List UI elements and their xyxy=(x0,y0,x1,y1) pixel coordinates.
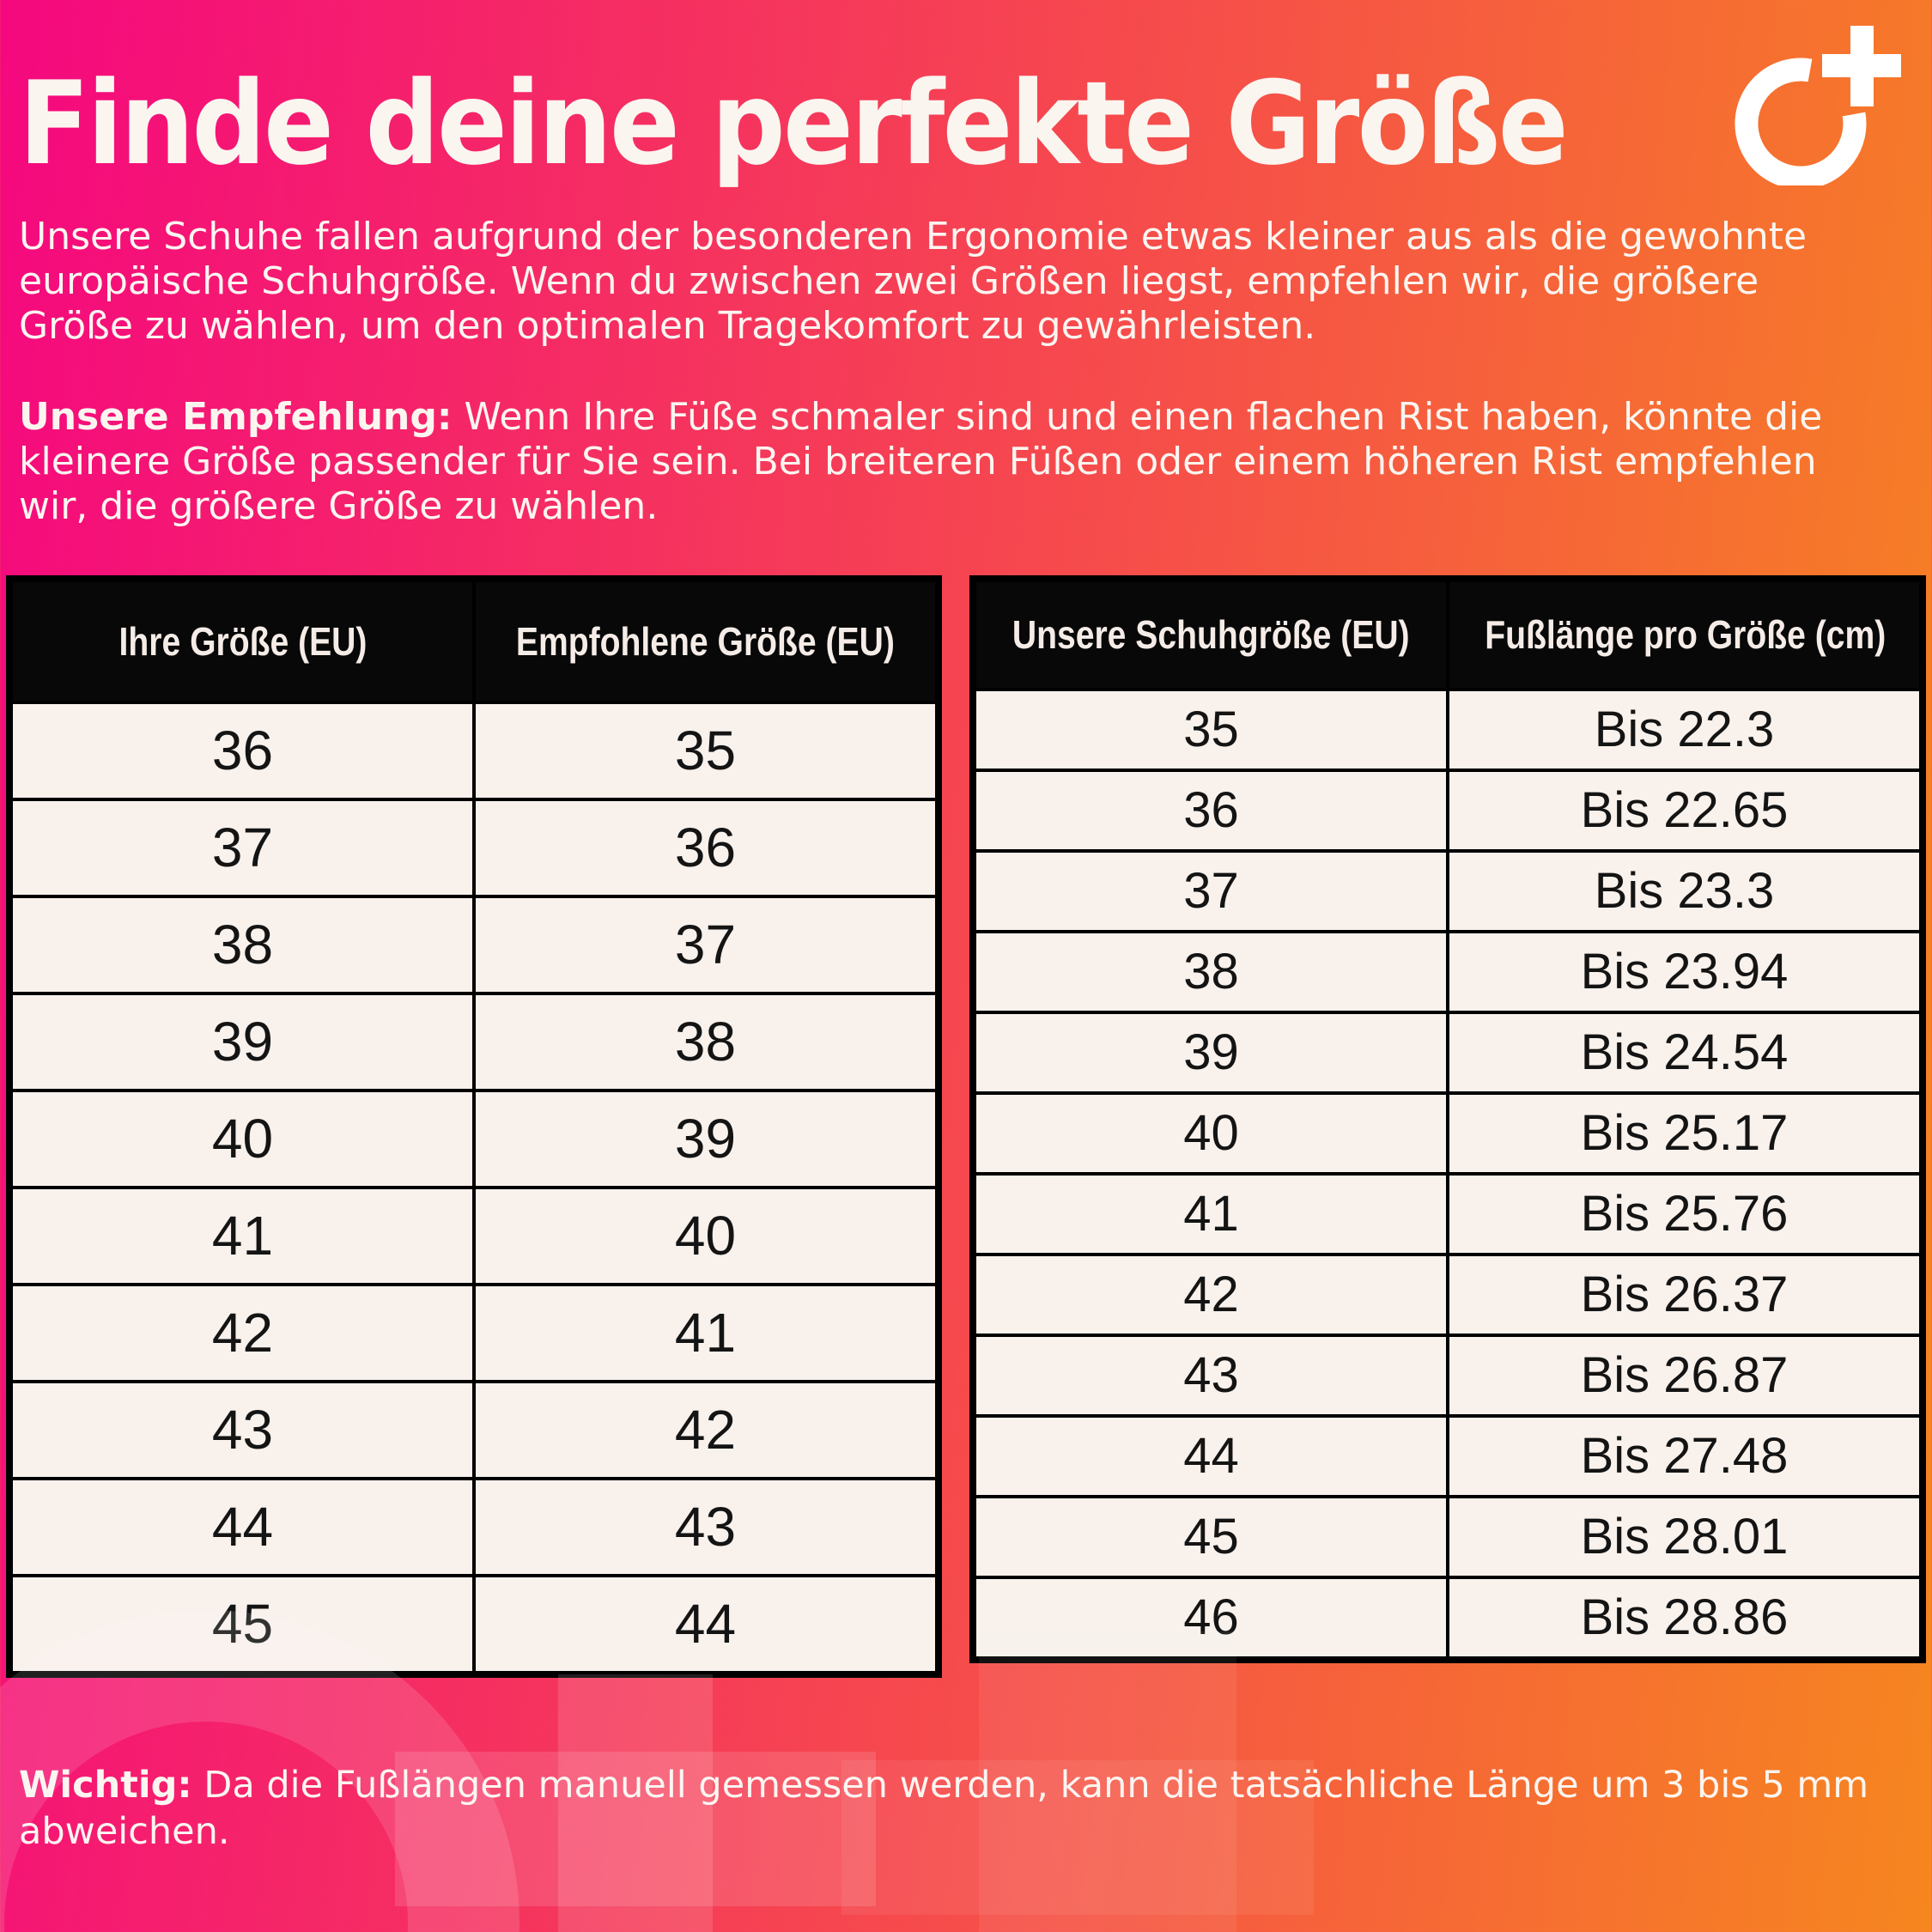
table-cell: Bis 26.37 xyxy=(1446,1253,1924,1337)
brand-logo-icon xyxy=(1735,26,1901,185)
recommendation-paragraph: Unsere Empfehlung: Wenn Ihre Füße schmal… xyxy=(19,395,1856,529)
table-cell: 39 xyxy=(971,1011,1449,1095)
column-header: Ihre Größe (EU) xyxy=(8,577,476,704)
table-row: 37 36 xyxy=(8,798,940,898)
column-header-label: Ihre Größe (EU) xyxy=(118,619,367,664)
table-cell: Bis 28.01 xyxy=(1446,1495,1924,1579)
table-cell: 36 xyxy=(8,701,476,801)
intro-paragraph: Unsere Schuhe fallen aufgrund der besond… xyxy=(19,215,1807,348)
header-row: Ihre Größe (EU) Empfohlene Größe (EU) xyxy=(8,577,940,704)
table-cell: 37 xyxy=(8,798,476,898)
table-cell: 37 xyxy=(472,895,940,995)
table-cell: 40 xyxy=(472,1186,940,1286)
foot-length-table: Unsere Schuhgröße (EU) Fußlänge pro Größe… xyxy=(969,575,1926,1663)
table-row: 45 Bis 28.01 xyxy=(971,1495,1924,1579)
size-tables: Ihre Größe (EU) Empfohlene Größe (EU) 36 3… xyxy=(6,575,1929,1678)
table-row: 45 44 xyxy=(8,1574,940,1676)
table-row: 44 43 xyxy=(8,1477,940,1577)
table-row: 36 35 xyxy=(8,701,940,801)
recommendation-label: Unsere Empfehlung: xyxy=(19,395,453,439)
table-row: 42 Bis 26.37 xyxy=(971,1253,1924,1337)
table-cell: 42 xyxy=(8,1283,476,1383)
table-cell: 35 xyxy=(472,701,940,801)
table-cell: 37 xyxy=(971,849,1449,933)
table-cell: 45 xyxy=(971,1495,1449,1579)
table-cell: 44 xyxy=(8,1477,476,1577)
table-row: 36 Bis 22.65 xyxy=(971,769,1924,853)
table-cell: Bis 28.86 xyxy=(1446,1576,1924,1662)
footnote-label: Wichtig: xyxy=(19,1764,192,1807)
table-cell: 38 xyxy=(472,992,940,1092)
table-row: 39 38 xyxy=(8,992,940,1092)
table-cell: Bis 26.87 xyxy=(1446,1334,1924,1418)
column-header: Unsere Schuhgröße (EU) xyxy=(971,577,1449,691)
table-cell: Bis 25.76 xyxy=(1446,1172,1924,1256)
table-cell: Bis 23.3 xyxy=(1446,849,1924,933)
table-cell: Bis 25.17 xyxy=(1446,1091,1924,1176)
table-cell: 40 xyxy=(8,1089,476,1189)
conversion-table: Ihre Größe (EU) Empfohlene Größe (EU) 36 3… xyxy=(6,575,942,1678)
table-row: 41 Bis 25.76 xyxy=(971,1172,1924,1256)
table-cell: 43 xyxy=(8,1380,476,1480)
column-header-label: Fußlänge pro Größe (cm) xyxy=(1485,612,1886,657)
header-row: Unsere Schuhgröße (EU) Fußlänge pro Größe… xyxy=(971,577,1924,691)
table-cell: 39 xyxy=(472,1089,940,1189)
table-cell: 41 xyxy=(971,1172,1449,1256)
table-row: 40 Bis 25.17 xyxy=(971,1091,1924,1176)
column-header: Empfohlene Größe (EU) xyxy=(472,577,940,704)
table-row: 37 Bis 23.3 xyxy=(971,849,1924,933)
table-cell: 45 xyxy=(8,1574,476,1676)
table-cell: Bis 27.48 xyxy=(1446,1414,1924,1498)
table-row: 43 42 xyxy=(8,1380,940,1480)
footnote: Wichtig: Da die Fußlängen manuell gemess… xyxy=(19,1762,1932,1855)
table-row: 41 40 xyxy=(8,1186,940,1286)
table-cell: 42 xyxy=(472,1380,940,1480)
table-cell: 41 xyxy=(8,1186,476,1286)
column-header-label: Empfohlene Größe (EU) xyxy=(516,619,895,664)
table-cell: 38 xyxy=(971,930,1449,1014)
table-cell: 36 xyxy=(971,769,1449,853)
table-row: 42 41 xyxy=(8,1283,940,1383)
page-title: Finde deine perfekte Größe xyxy=(19,57,1569,191)
table-row: 39 Bis 24.54 xyxy=(971,1011,1924,1095)
table-cell: Bis 24.54 xyxy=(1446,1011,1924,1095)
table-row: 40 39 xyxy=(8,1089,940,1189)
table-cell: 40 xyxy=(971,1091,1449,1176)
table-cell: 43 xyxy=(472,1477,940,1577)
table-cell: 35 xyxy=(971,688,1449,772)
table-cell: Bis 22.65 xyxy=(1446,769,1924,853)
table-cell: 42 xyxy=(971,1253,1449,1337)
table-row: 38 Bis 23.94 xyxy=(971,930,1924,1014)
table-row: 44 Bis 27.48 xyxy=(971,1414,1924,1498)
table-row: 46 Bis 28.86 xyxy=(971,1576,1924,1662)
table-cell: 39 xyxy=(8,992,476,1092)
column-header-label: Unsere Schuhgröße (EU) xyxy=(1012,612,1410,657)
table-cell: 46 xyxy=(971,1576,1449,1662)
table-row: 38 37 xyxy=(8,895,940,995)
table-cell: 44 xyxy=(472,1574,940,1676)
table-cell: 41 xyxy=(472,1283,940,1383)
table-cell: 38 xyxy=(8,895,476,995)
footnote-text: Da die Fußlängen manuell gemessen werden… xyxy=(19,1764,1869,1853)
table-cell: Bis 23.94 xyxy=(1446,930,1924,1014)
table-cell: 36 xyxy=(472,798,940,898)
table-row: 43 Bis 26.87 xyxy=(971,1334,1924,1418)
table-cell: 44 xyxy=(971,1414,1449,1498)
table-row: 35 Bis 22.3 xyxy=(971,688,1924,772)
recommendation-text: Wenn Ihre Füße schmaler sind und einen f… xyxy=(19,395,1823,528)
table-cell: 43 xyxy=(971,1334,1449,1418)
table-cell: Bis 22.3 xyxy=(1446,688,1924,772)
column-header: Fußlänge pro Größe (cm) xyxy=(1446,577,1924,691)
